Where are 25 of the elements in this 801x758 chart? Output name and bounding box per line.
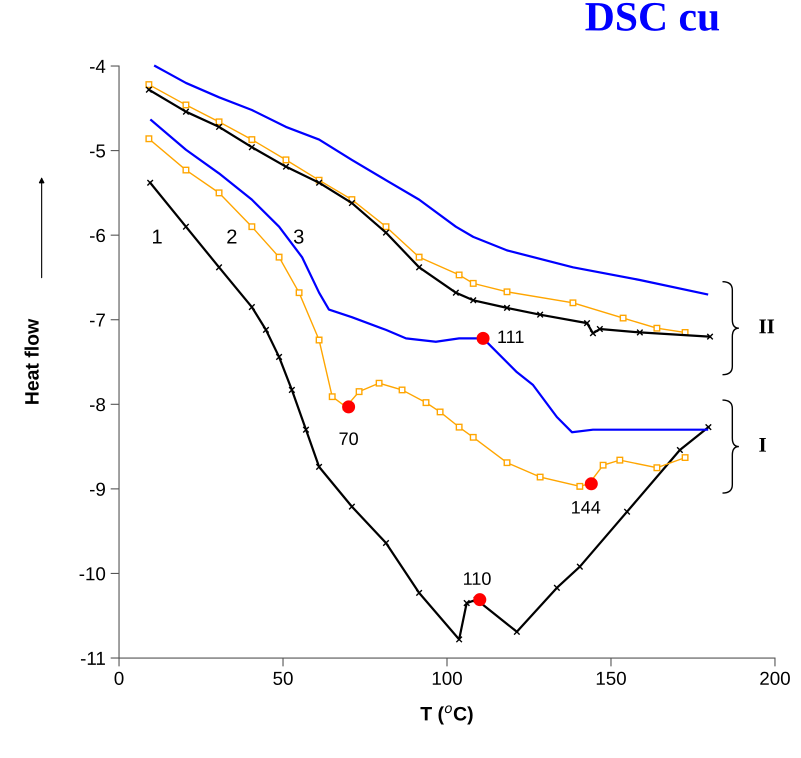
y-tick-label: -5 xyxy=(90,144,106,158)
x-tick-label: 100 xyxy=(432,672,462,685)
x-tick-label: 150 xyxy=(596,672,626,685)
y-tick-label: -7 xyxy=(90,314,105,327)
x-tick-label: 0 xyxy=(114,672,124,685)
annotation: 2 xyxy=(227,229,236,244)
annotation: 1 xyxy=(153,230,162,244)
annotation: 144 xyxy=(572,501,600,514)
annotation: 111 xyxy=(498,330,524,344)
y-tick-label: -8 xyxy=(90,398,106,412)
x-axis-title: T ($^{o}$C) xyxy=(420,705,473,724)
annotation: 110 xyxy=(464,572,491,585)
y-tick-label: -4 xyxy=(90,60,106,73)
y-axis-title: Heat flow xyxy=(24,318,39,404)
x-tick-label: 50 xyxy=(273,672,293,685)
annotation: II xyxy=(759,320,774,334)
y-tick-label: -10 xyxy=(80,567,106,580)
y-tick-label: -9 xyxy=(90,482,105,496)
x-tick-label: 200 xyxy=(760,672,790,685)
annotation: 70 xyxy=(339,432,358,446)
y-tick-label: -11 xyxy=(80,652,105,665)
annotation: I xyxy=(759,438,766,452)
annotation: 3 xyxy=(294,229,304,244)
chart-title: DSC cu xyxy=(585,2,720,31)
y-tick-label: -6 xyxy=(90,228,106,242)
